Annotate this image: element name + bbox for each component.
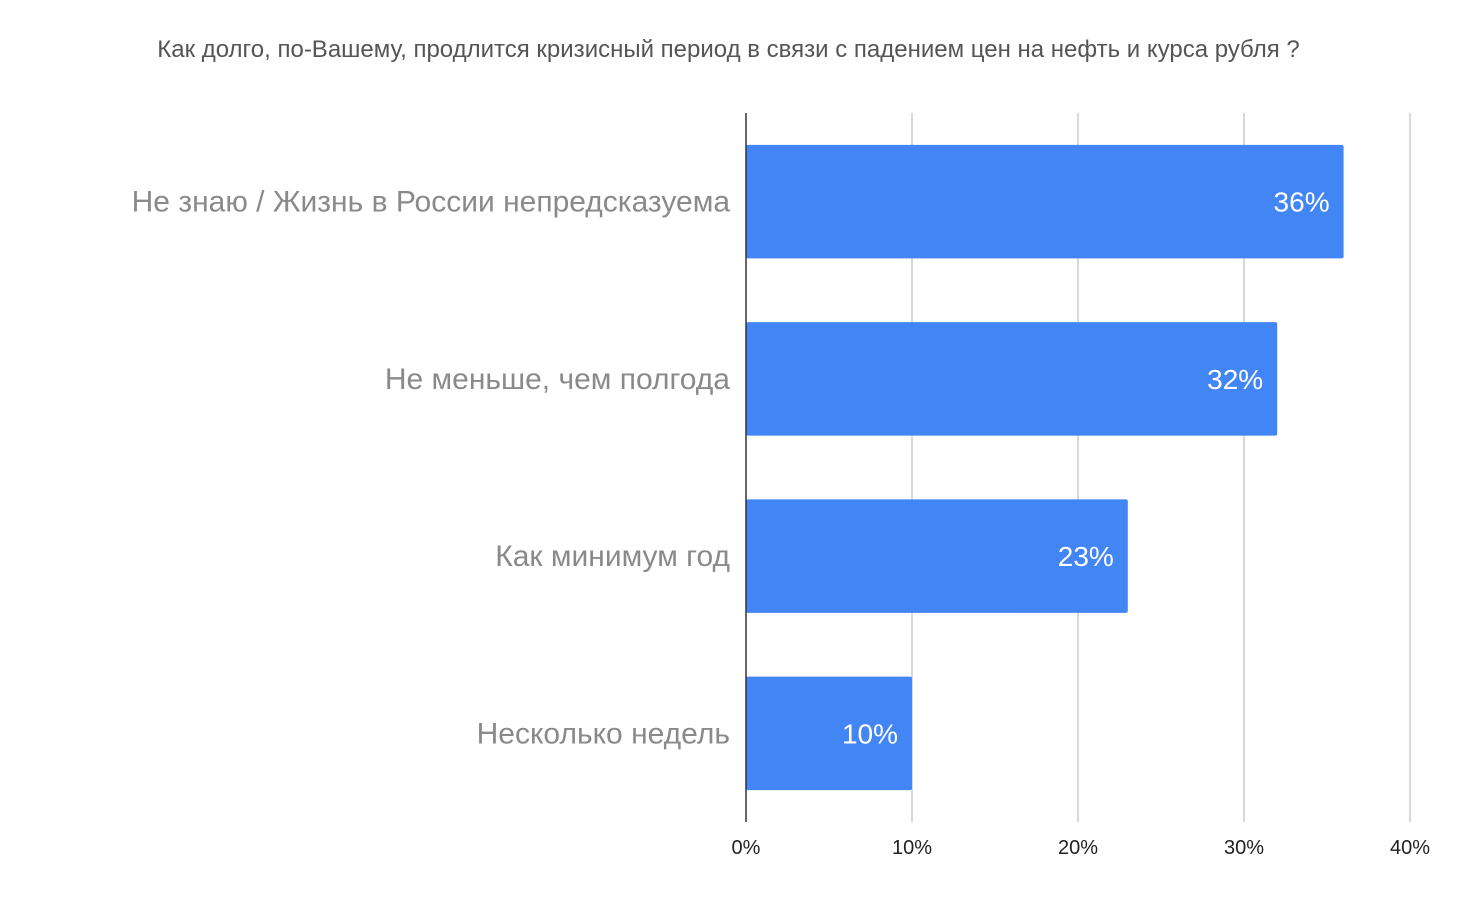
data-label: 10%: [842, 718, 898, 749]
category-label: Не меньше, чем полгода: [385, 363, 730, 396]
bar: [746, 144, 1344, 259]
bars: [746, 144, 1344, 791]
bar: [746, 676, 912, 791]
bar: [746, 499, 1128, 613]
x-tick-label: 30%: [1224, 837, 1264, 859]
x-tick-label: 10%: [892, 837, 932, 859]
chart-title: Как долго, по-Вашему, продлится кризисны…: [157, 36, 1300, 63]
category-label: Не знаю / Жизнь в России непредсказуема: [132, 186, 731, 219]
x-tick-label: 40%: [1390, 837, 1430, 859]
bar: [746, 322, 1278, 436]
data-label: 36%: [1274, 187, 1330, 218]
data-label: 23%: [1058, 541, 1114, 572]
category-label: Как минимум год: [495, 540, 730, 573]
data-label: 32%: [1207, 364, 1263, 395]
category-label: Несколько недель: [477, 717, 730, 750]
x-tick-label: 0%: [732, 837, 761, 859]
labels: 0% 10% 20% 30% 40% Не знаю / Жизнь в России н…: [132, 186, 1431, 859]
x-tick-label: 20%: [1058, 837, 1098, 859]
